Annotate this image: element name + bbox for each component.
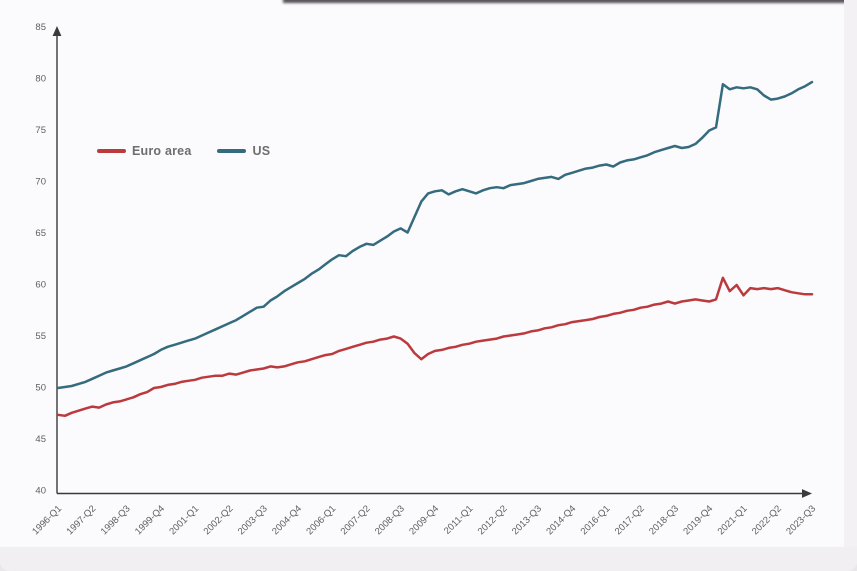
x-axis-tick-label: 2001-Q1 bbox=[167, 503, 201, 537]
frame-right-margin bbox=[844, 0, 857, 571]
legend-label-euro-area: Euro area bbox=[132, 144, 192, 158]
y-axis-tick-label: 70 bbox=[35, 177, 46, 188]
x-axis-tick-label: 2009-Q4 bbox=[407, 503, 441, 537]
us-line-swatch bbox=[217, 149, 247, 153]
y-axis-tick-label: 75 bbox=[35, 125, 46, 136]
x-axis-tick-label: 2016-Q1 bbox=[579, 503, 613, 537]
x-axis-tick-label: 2023-Q3 bbox=[784, 503, 818, 537]
x-axis-tick-label: 1996-Q1 bbox=[30, 503, 64, 537]
x-axis-arrow bbox=[802, 489, 812, 498]
x-axis-tick-label: 2004-Q4 bbox=[270, 503, 304, 537]
x-axis-tick-label: 2011-Q1 bbox=[442, 503, 475, 536]
x-axis-tick-label: 2022-Q2 bbox=[750, 503, 784, 537]
x-axis-tick-label: 2021-Q1 bbox=[716, 503, 750, 537]
y-axis-tick-label: 45 bbox=[35, 434, 46, 445]
x-axis-tick-label: 1999-Q4 bbox=[133, 503, 167, 537]
x-axis-tick-label: 2014-Q4 bbox=[544, 503, 578, 537]
y-axis-tick-label: 80 bbox=[35, 74, 46, 85]
y-axis-tick-label: 55 bbox=[35, 331, 46, 342]
x-axis-tick-label: 2007-Q2 bbox=[339, 503, 373, 537]
euro-area-line-swatch bbox=[97, 149, 126, 153]
y-axis-tick-label: 65 bbox=[35, 228, 46, 239]
legend-item-euro-area: Euro area bbox=[97, 144, 191, 158]
cropped-title-remnant bbox=[283, 0, 857, 3]
x-axis-tick-label: 1997-Q2 bbox=[64, 503, 98, 537]
x-axis-tick-label: 2003-Q3 bbox=[236, 503, 270, 537]
x-axis-tick-label: 2012-Q2 bbox=[476, 503, 510, 537]
y-axis-tick-label: 85 bbox=[35, 22, 46, 33]
x-axis-tick-label: 2002-Q2 bbox=[202, 503, 236, 537]
us-line bbox=[56, 80, 814, 390]
x-axis-tick-label: 2006-Q1 bbox=[304, 503, 338, 537]
legend-label-us: US bbox=[252, 144, 271, 158]
legend-item-us: US bbox=[217, 144, 270, 158]
y-axis-arrow bbox=[52, 26, 62, 36]
x-axis-tick-label: 2019-Q4 bbox=[681, 503, 715, 537]
x-axis-tick-label: 2018-Q3 bbox=[647, 503, 681, 537]
euro-area-line bbox=[56, 276, 814, 418]
x-axis-tick-label: 2013-Q3 bbox=[510, 503, 544, 537]
x-axis-tick-label: 2008-Q3 bbox=[373, 503, 407, 537]
x-axis-tick-label: 1998-Q3 bbox=[99, 503, 133, 537]
y-axis-tick-label: 40 bbox=[35, 486, 46, 497]
y-axis-tick-label: 50 bbox=[35, 383, 46, 394]
video-frame-bottom bbox=[0, 547, 857, 571]
x-axis-tick-label: 2017-Q2 bbox=[613, 503, 647, 537]
y-axis-tick-label: 60 bbox=[35, 280, 46, 291]
legend: Euro area US bbox=[97, 144, 270, 158]
